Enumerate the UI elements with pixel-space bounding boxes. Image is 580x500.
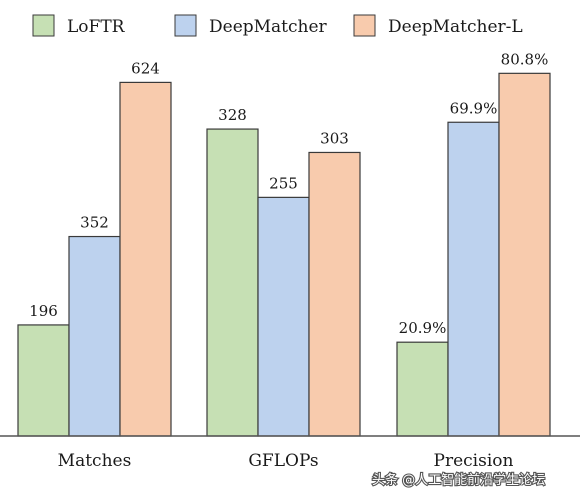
category-label-gflops: GFLOPs [248,451,318,471]
value-label-matches-deepmatcher-l: 624 [131,59,160,77]
legend: LoFTR DeepMatcher DeepMatcher-L [32,14,523,37]
bar-matches-loftr [17,324,70,437]
group-labels: Matches GFLOPs Precision [58,451,514,471]
bar-matches-deepmatcher [68,235,121,437]
value-label-matches-loftr: 196 [29,302,58,320]
bar-precision-loftr [396,341,449,437]
legend-label-loftr: LoFTR [67,17,126,37]
value-label-precision-deepmatcher: 69.9% [450,99,498,117]
legend-swatch-deepmatcher-l [353,14,376,37]
bar-gflops-deepmatcher [257,196,310,437]
category-label-precision: Precision [434,451,514,471]
bar-gflops-deepmatcher-l [308,151,361,437]
category-label-matches: Matches [58,451,132,471]
bar-precision-deepmatcher-l [498,72,551,437]
watermark: 头条 @人工智能前沿学生论坛 [371,471,546,489]
value-label-precision-deepmatcher-l: 80.8% [501,50,549,68]
value-labels: 196 352 624 328 255 303 20.9% 69.9% 80.8% [29,50,548,337]
bars [17,72,551,437]
bar-matches-deepmatcher-l [119,81,172,437]
bar-precision-deepmatcher [447,121,500,437]
value-label-precision-loftr: 20.9% [399,319,447,337]
legend-swatch-loftr [32,14,55,37]
legend-label-deepmatcher-l: DeepMatcher-L [388,17,523,37]
legend-swatch-deepmatcher [174,14,197,37]
watermark-text: 头条 @人工智能前沿学生论坛 [372,472,545,488]
bar-gflops-loftr [206,128,259,437]
value-label-gflops-deepmatcher-l: 303 [320,129,349,147]
legend-label-deepmatcher: DeepMatcher [209,17,328,37]
value-label-gflops-deepmatcher: 255 [269,174,298,192]
value-label-gflops-loftr: 328 [218,106,247,124]
value-label-matches-deepmatcher: 352 [80,214,109,232]
